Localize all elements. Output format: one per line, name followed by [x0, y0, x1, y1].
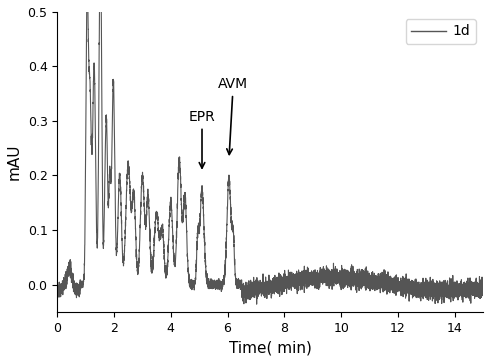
- Text: AVM: AVM: [218, 77, 248, 155]
- Y-axis label: mAU: mAU: [7, 144, 22, 180]
- X-axis label: Time( min): Time( min): [229, 340, 312, 355]
- Text: EPR: EPR: [189, 110, 216, 168]
- Legend: 1d: 1d: [406, 19, 476, 44]
